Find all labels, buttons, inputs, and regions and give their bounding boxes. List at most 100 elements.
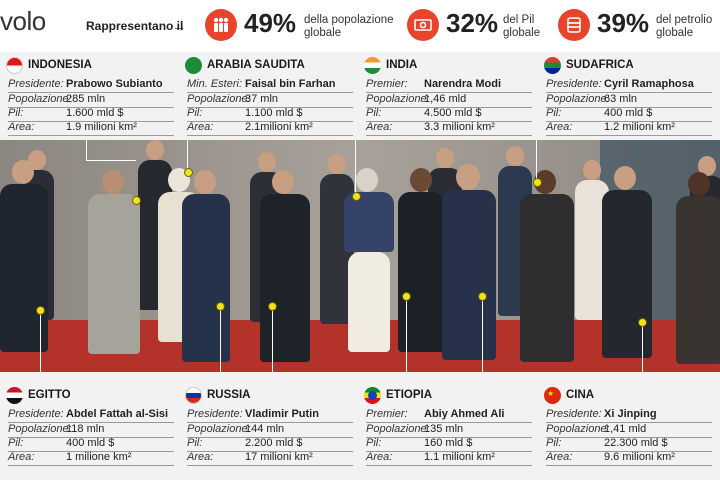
- leader-marker: [184, 168, 193, 177]
- leader-marker: [478, 292, 487, 301]
- area-label: Area:: [546, 451, 573, 463]
- oil-tank-icon: [558, 9, 590, 41]
- population-value: 63 mln: [604, 93, 638, 105]
- gdp-value: 400 mld $: [66, 437, 115, 449]
- gdp-value: 160 mld $: [424, 437, 473, 449]
- population-label: Popolazione:: [8, 423, 72, 435]
- gdp-label: Pil:: [546, 107, 562, 119]
- area-label: Area:: [366, 121, 393, 133]
- country-name: INDONESIA: [28, 59, 92, 71]
- area-value: 9.6 milioni km²: [604, 451, 675, 463]
- pointer-line: [187, 140, 188, 170]
- leader-marker: [352, 192, 361, 201]
- leader-name: Cyril Ramaphosa: [604, 78, 694, 90]
- leader-marker: [638, 318, 647, 327]
- population-value: 135 mln: [424, 423, 464, 435]
- pointer-line: [272, 308, 273, 372]
- flag-indonesia-icon: [6, 57, 23, 74]
- gdp-value: 1.600 mld $: [66, 107, 124, 119]
- leader-marker: [132, 196, 141, 205]
- population-label: Popolazione:: [546, 423, 610, 435]
- population-label: Popolazione:: [187, 93, 251, 105]
- area-label: Area:: [187, 121, 214, 133]
- leader-name: Xi Jinping: [604, 408, 657, 420]
- country-name: RUSSIA: [207, 389, 251, 401]
- country-card-south-africa: SUDAFRICA Presidente: Cyril Ramaphosa Pop…: [544, 57, 714, 137]
- role-label: Min. Esteri:: [187, 78, 243, 90]
- leader-name: Narendra Modi: [424, 78, 502, 90]
- leader-name: Faisal bin Farhan: [245, 78, 336, 90]
- population-label: Popolazione:: [366, 423, 430, 435]
- role-label: Premier:: [366, 408, 408, 420]
- arrow-right-icon: →: [172, 18, 186, 34]
- flag-russia-icon: [185, 387, 202, 404]
- leader-marker: [533, 178, 542, 187]
- area-label: Area:: [8, 121, 35, 133]
- area-value: 1.9 milioni km²: [66, 121, 137, 133]
- gdp-value: 22.300 mld $: [604, 437, 668, 449]
- country-card-india: INDIA Premier: Narendra Modi Popolazione:…: [364, 57, 534, 137]
- pointer-line: [482, 296, 483, 372]
- gdp-value: 4.500 mld $: [424, 107, 482, 119]
- leader-name: Vladimir Putin: [245, 408, 319, 420]
- leader-marker: [36, 306, 45, 315]
- area-value: 2.1milioni km²: [245, 121, 313, 133]
- pointer-line: [355, 140, 356, 194]
- population-value: 285 mln: [66, 93, 106, 105]
- country-card-ethiopia: ETIOPIA Premier: Abiy Ahmed Ali Popolazio…: [364, 387, 534, 467]
- leader-name: Abdel Fattah al-Sisi: [66, 408, 169, 420]
- country-name: ARABIA SAUDITA: [207, 59, 305, 71]
- banknote-icon: [407, 9, 439, 41]
- country-card-russia: RUSSIA Presidente: Vladimir Putin Popolaz…: [185, 387, 355, 467]
- area-value: 1.1 milioni km²: [424, 451, 495, 463]
- leader-name: Abiy Ahmed Ali: [424, 408, 505, 420]
- area-label: Area:: [187, 451, 214, 463]
- country-name: INDIA: [386, 59, 418, 71]
- gdp-stat-label: del Pil globale: [503, 14, 541, 39]
- population-label: Popolazione:: [366, 93, 430, 105]
- population-value: 37 mln: [245, 93, 279, 105]
- flag-india-icon: [364, 57, 381, 74]
- gdp-value: 1.100 mld $: [245, 107, 303, 119]
- pointer-line: [86, 160, 136, 161]
- header-bar: volo Rappresentano il → 49% della popola…: [0, 0, 720, 52]
- pointer-line: [406, 296, 407, 372]
- area-label: Area:: [366, 451, 393, 463]
- flag-china-icon: ★: [544, 387, 561, 404]
- people-icon: [205, 9, 237, 41]
- pointer-line: [86, 140, 87, 161]
- population-stat-label: della popolazione globale: [304, 14, 394, 39]
- country-name: SUDAFRICA: [566, 59, 634, 71]
- gdp-label: Pil:: [8, 437, 24, 449]
- country-name: EGITTO: [28, 389, 71, 401]
- country-card-saudi-arabia: ARABIA SAUDITA Min. Esteri: Faisal bin Fa…: [185, 57, 355, 137]
- area-value: 17 milioni km²: [245, 451, 313, 463]
- population-value: 1,46 mld: [424, 93, 467, 105]
- population-label: Popolazione:: [546, 93, 610, 105]
- country-card-china: ★ CINA Presidente: Xi Jinping Popolazione…: [544, 387, 714, 467]
- pointer-line: [536, 140, 537, 180]
- pointer-line: [642, 322, 643, 372]
- represent-label: Rappresentano il: [86, 19, 184, 33]
- gdp-label: Pil:: [187, 437, 203, 449]
- area-value: 3.3 milioni km²: [424, 121, 495, 133]
- gdp-value: 400 mld $: [604, 107, 653, 119]
- country-name: ETIOPIA: [386, 389, 433, 401]
- country-card-egypt: EGITTO Presidente: Abdel Fattah al-Sisi P…: [6, 387, 176, 467]
- area-label: Area:: [8, 451, 35, 463]
- pointer-line: [220, 306, 221, 372]
- flag-saudi-arabia-icon: [185, 57, 202, 74]
- leader-name: Prabowo Subianto: [66, 78, 163, 90]
- gdp-label: Pil:: [546, 437, 562, 449]
- leader-marker: [216, 302, 225, 311]
- gdp-stat-value: 32%: [446, 8, 499, 38]
- gdp-label: Pil:: [8, 107, 24, 119]
- gdp-label: Pil:: [187, 107, 203, 119]
- role-label: Presidente:: [8, 408, 64, 420]
- title-fragment: volo: [0, 6, 46, 36]
- population-label: Popolazione:: [8, 93, 72, 105]
- group-photo: [0, 140, 720, 372]
- area-value: 1.2 milioni km²: [604, 121, 675, 133]
- role-label: Presidente:: [8, 78, 64, 90]
- role-label: Presidente:: [546, 408, 602, 420]
